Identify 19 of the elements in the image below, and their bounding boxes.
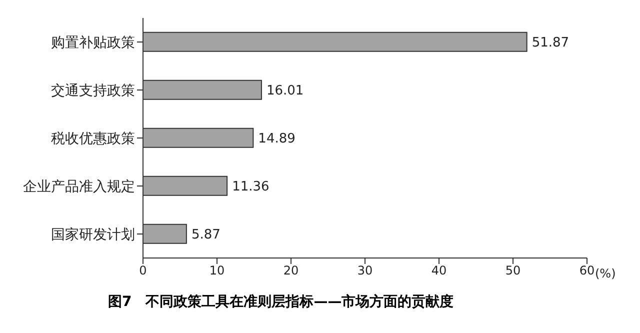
y-tick-label: 交通支持政策 xyxy=(51,82,135,99)
y-tick-label: 国家研发计划 xyxy=(51,226,135,243)
data-label: 51.87 xyxy=(532,36,570,51)
x-tick-label: 10 xyxy=(209,264,225,278)
x-tick-label: 20 xyxy=(283,264,299,278)
data-label: 14.89 xyxy=(258,132,296,147)
y-tick-label: 税收优惠政策 xyxy=(51,130,135,147)
x-tick-label: 40 xyxy=(431,264,447,278)
x-axis-title: (%) xyxy=(595,266,616,280)
x-tick-label: 30 xyxy=(357,264,373,278)
y-tick-label: 购置补贴政策 xyxy=(51,34,135,51)
x-tick-label: 0 xyxy=(139,264,147,278)
data-label: 11.36 xyxy=(232,180,270,195)
x-tick-label: 50 xyxy=(505,264,521,278)
x-tick-label: 60 xyxy=(579,264,595,278)
y-tick-label: 企业产品准入规定 xyxy=(23,178,135,195)
data-label: 16.01 xyxy=(266,84,304,99)
text: 图7 不同政策工具在准则层指标——市场方面的贡献度 xyxy=(107,293,455,311)
data-label: 5.87 xyxy=(191,228,220,243)
